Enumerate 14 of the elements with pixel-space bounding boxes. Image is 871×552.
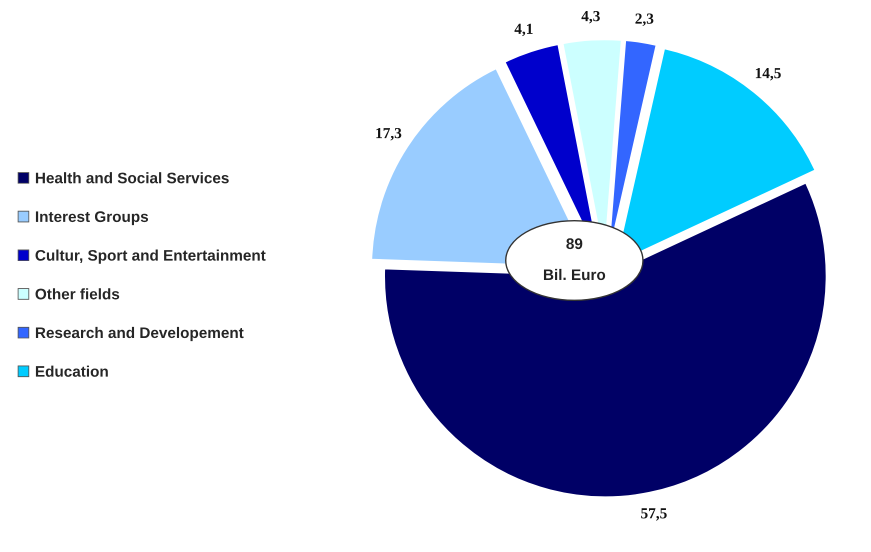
data-label: 2,3 (635, 13, 654, 26)
legend-label: Other fields (36, 288, 120, 300)
data-label: 17,3 (376, 128, 402, 140)
legend-label: Interest Groups (36, 211, 148, 226)
data-label: 4,1 (514, 24, 533, 36)
text: Bil. Euro (544, 268, 606, 280)
legend-label: Education (36, 366, 108, 377)
data-label: 57,5 (641, 508, 667, 521)
data-label: 4,3 (581, 10, 600, 24)
data-label: 14,5 (756, 68, 781, 80)
legend-label: Cultur, Sport and Entertainment (36, 250, 266, 264)
text: 89 (566, 238, 582, 250)
legend-label: Health and Social Services (36, 172, 229, 184)
legend-label: Research and Developement (36, 326, 244, 342)
